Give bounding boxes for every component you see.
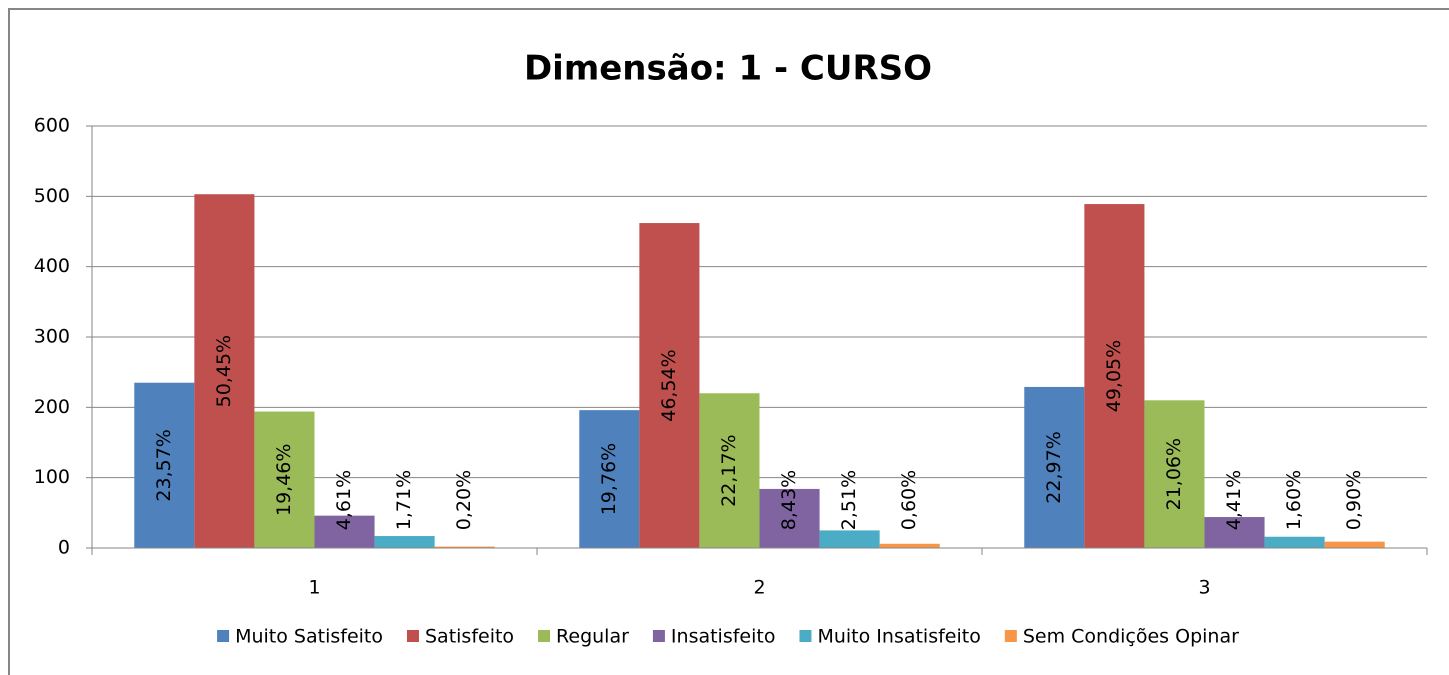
y-tick-label: 100 <box>34 466 70 488</box>
bar <box>134 382 195 548</box>
y-tick-label: 200 <box>34 396 70 418</box>
y-tick-label: 0 <box>58 537 70 559</box>
data-label: 19,76% <box>598 443 620 515</box>
y-tick-label: 300 <box>34 326 70 348</box>
legend-swatch <box>799 630 812 642</box>
data-label: 22,97% <box>1043 431 1065 503</box>
legend-swatch <box>652 630 665 642</box>
legend-label: Sem Condições Opinar <box>1023 626 1239 648</box>
data-label: 0,20% <box>453 470 475 530</box>
data-label: 50,45% <box>213 335 235 407</box>
legend-label: Muito Satisfeito <box>235 626 383 648</box>
bar <box>579 410 640 548</box>
data-label: 4,41% <box>1223 470 1245 530</box>
y-tick-label: 600 <box>34 115 70 137</box>
y-tick-label: 500 <box>34 185 70 207</box>
legend-swatch <box>538 630 551 642</box>
bar <box>879 543 940 548</box>
legend-swatch <box>406 630 419 642</box>
bar <box>1264 536 1325 548</box>
bar <box>1144 400 1205 548</box>
bar <box>374 536 435 548</box>
x-tick-label: 2 <box>753 577 765 599</box>
legend-label: Regular <box>556 626 629 648</box>
data-label: 21,06% <box>1163 438 1185 510</box>
legend-swatch <box>1004 630 1017 642</box>
x-tick-label: 1 <box>308 577 320 599</box>
data-label: 19,46% <box>273 444 295 516</box>
bar <box>434 546 495 548</box>
data-label: 8,43% <box>778 470 800 530</box>
legend-label: Insatisfeito <box>671 626 776 648</box>
data-label: 0,60% <box>898 470 920 530</box>
data-label: 4,61% <box>333 470 355 530</box>
bar <box>1084 204 1145 548</box>
data-label: 1,60% <box>1283 470 1305 530</box>
legend-swatch <box>217 630 230 642</box>
bar <box>314 515 375 548</box>
data-label: 22,17% <box>718 434 740 506</box>
data-label: 23,57% <box>153 429 175 501</box>
chart-title: Dimensão: 1 - CURSO <box>524 49 932 89</box>
bar <box>254 411 315 548</box>
data-label: 2,51% <box>838 470 860 530</box>
bar <box>639 223 700 548</box>
bar <box>699 393 760 548</box>
bar <box>194 194 255 548</box>
bar <box>819 530 880 548</box>
bar <box>759 488 820 548</box>
data-label: 1,71% <box>393 470 415 530</box>
data-label: 0,90% <box>1343 470 1365 530</box>
legend-label: Satisfeito <box>425 626 514 648</box>
bar <box>1204 517 1265 548</box>
data-label: 49,05% <box>1103 340 1125 412</box>
x-tick-label: 3 <box>1198 577 1210 599</box>
legend-label: Muito Insatisfeito <box>817 626 980 648</box>
data-label: 46,54% <box>658 349 680 421</box>
bar <box>1324 541 1385 548</box>
bar <box>1024 386 1085 548</box>
y-tick-label: 400 <box>34 255 70 277</box>
